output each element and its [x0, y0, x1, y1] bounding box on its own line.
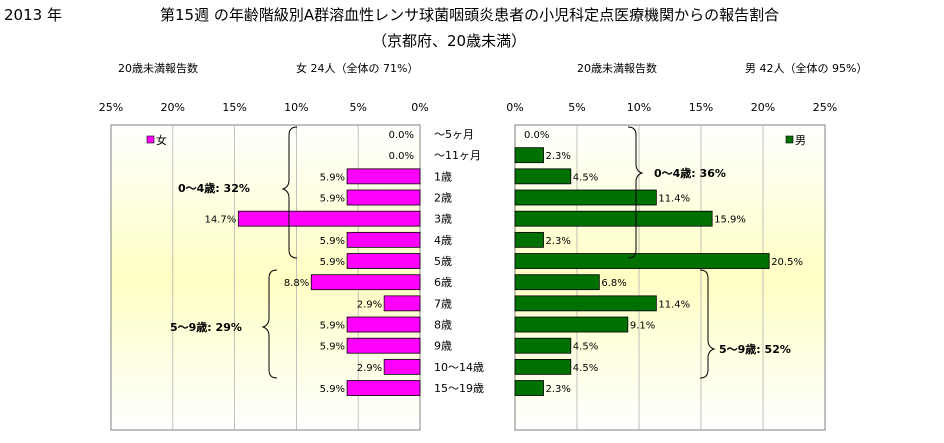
female-bar-label: 5.9%	[320, 321, 345, 332]
male-bar	[514, 316, 629, 333]
category-label: 6歳	[434, 276, 452, 289]
female-bar-label: 5.9%	[320, 194, 345, 205]
category-label: 9歳	[434, 340, 452, 353]
category-label: 10～14歳	[434, 361, 484, 374]
male-bar	[514, 337, 572, 354]
category-label: 8歳	[434, 319, 452, 332]
category-label: 3歳	[434, 213, 452, 226]
female-legend-label: 女	[156, 133, 167, 147]
chart-subtitle: （京都府、20歳未満）	[372, 32, 527, 50]
male-bar	[514, 231, 544, 248]
female-bar	[383, 295, 421, 312]
category-label: 7歳	[434, 297, 452, 310]
female-tick-label: 20%	[161, 101, 185, 114]
male-bar	[514, 189, 657, 206]
female-bar	[346, 316, 421, 333]
female-bar-label: 2.9%	[357, 363, 382, 374]
category-label: ～11ヶ月	[434, 149, 481, 162]
female-bar	[310, 274, 421, 291]
male-bar-label: 20.5%	[771, 257, 803, 268]
female-bar	[237, 210, 421, 227]
male-annotation-5-9: 5～9歳: 52%	[719, 342, 791, 356]
male-bar	[514, 210, 713, 227]
male-bar	[514, 168, 572, 185]
male-bar-label: 2.3%	[546, 236, 571, 247]
male-annotation-0-4: 0～4歳: 36%	[654, 166, 726, 180]
female-annotation-0-4: 0～4歳: 32%	[178, 181, 250, 195]
male-bar	[514, 358, 572, 375]
male-bar-label: 11.4%	[658, 299, 690, 310]
male-tick-label: 15%	[689, 101, 713, 114]
female-bar	[346, 168, 421, 185]
female-bar-label: 5.9%	[320, 172, 345, 183]
chart-title: 第15週 の年齢階級別A群溶血性レンサ球菌咽頭炎患者の小児科定点医療機関からの報…	[160, 6, 780, 24]
male-bar	[514, 253, 770, 269]
male-bar	[514, 274, 600, 291]
male-summary: 男 42人（全体の 95%）	[745, 62, 868, 75]
male-bracket-0-4	[627, 126, 644, 259]
female-bar	[346, 380, 421, 396]
category-label: ～5ヶ月	[434, 128, 474, 141]
female-legend-swatch	[146, 135, 155, 144]
male-bar-label: 6.8%	[601, 278, 626, 289]
female-bar-label: 0.0%	[389, 151, 414, 162]
female-tick-label: 25%	[99, 101, 123, 114]
female-bar-label: 5.9%	[320, 257, 345, 268]
male-caption: 20歳未満報告数	[577, 62, 657, 75]
female-bar-label: 5.9%	[320, 384, 345, 395]
male-bar	[514, 380, 544, 396]
category-label: 5歳	[434, 255, 452, 268]
male-bar	[514, 295, 657, 312]
female-bar-label: 5.9%	[320, 342, 345, 353]
category-label: 2歳	[434, 192, 452, 205]
category-label: 15～19歳	[434, 382, 484, 395]
female-tick-label: 10%	[284, 101, 308, 114]
female-bracket-5-9	[261, 269, 278, 379]
male-tick-label: 10%	[627, 101, 651, 114]
female-axis-ticks: 25% 20% 15% 10% 5% 0%	[99, 101, 429, 114]
male-bar-label: 9.1%	[630, 321, 655, 332]
male-bar-label: 15.9%	[714, 215, 746, 226]
female-tick-label: 0%	[411, 101, 428, 114]
female-bar	[346, 189, 421, 206]
female-tick-label: 5%	[349, 101, 366, 114]
female-bar-label: 0.0%	[389, 130, 414, 141]
female-bar-label: 5.9%	[320, 236, 345, 247]
female-summary: 女 24人（全体の 71%）	[296, 62, 419, 75]
male-legend-label: 男	[795, 134, 806, 147]
male-bar-label: 0.0%	[524, 130, 549, 141]
male-tick-label: 25%	[813, 101, 837, 114]
male-tick-label: 0%	[506, 101, 523, 114]
year-label: 2013 年	[4, 6, 62, 24]
male-bar	[514, 147, 544, 164]
male-bar-label: 2.3%	[546, 384, 571, 395]
male-bar-label: 4.5%	[573, 363, 598, 374]
age-categories: ～5ヶ月 ～11ヶ月 1歳 2歳 3歳 4歳 5歳 6歳 7歳 8歳 9歳 10～14歳 15～19歳	[434, 128, 484, 395]
male-axis-ticks: 0% 5% 10% 15% 20% 25%	[506, 101, 837, 114]
male-bar-label: 2.3%	[546, 151, 571, 162]
male-bars: 0.0%2.3%4.5%11.4%15.9%2.3%20.5%6.8%11.4%…	[514, 130, 803, 396]
female-bar	[383, 358, 421, 375]
female-bar-label: 2.9%	[357, 299, 382, 310]
male-tick-label: 5%	[568, 101, 585, 114]
female-bar	[346, 253, 421, 269]
male-legend-swatch	[785, 135, 794, 144]
female-bar-label: 8.8%	[284, 278, 309, 289]
category-label: 1歳	[434, 170, 452, 183]
male-tick-label: 20%	[751, 101, 775, 114]
male-bracket-5-9	[699, 269, 716, 379]
female-bars: 0.0% 0.0% 5.9% 5.9% 14.7% 5.9% 5.9% 8.8% 2.9% 5.9…	[205, 130, 421, 396]
female-bar	[346, 337, 421, 354]
female-tick-label: 15%	[222, 101, 246, 114]
male-bar-label: 4.5%	[573, 342, 598, 353]
male-bar-label: 4.5%	[573, 172, 598, 183]
female-bracket-0-4	[281, 126, 298, 259]
category-label: 4歳	[434, 234, 452, 247]
female-bar-label: 14.7%	[205, 215, 237, 226]
female-bar	[346, 231, 421, 248]
female-caption: 20歳未満報告数	[118, 62, 198, 75]
female-annotation-5-9: 5～9歳: 29%	[170, 320, 242, 334]
male-bar-label: 11.4%	[658, 194, 690, 205]
